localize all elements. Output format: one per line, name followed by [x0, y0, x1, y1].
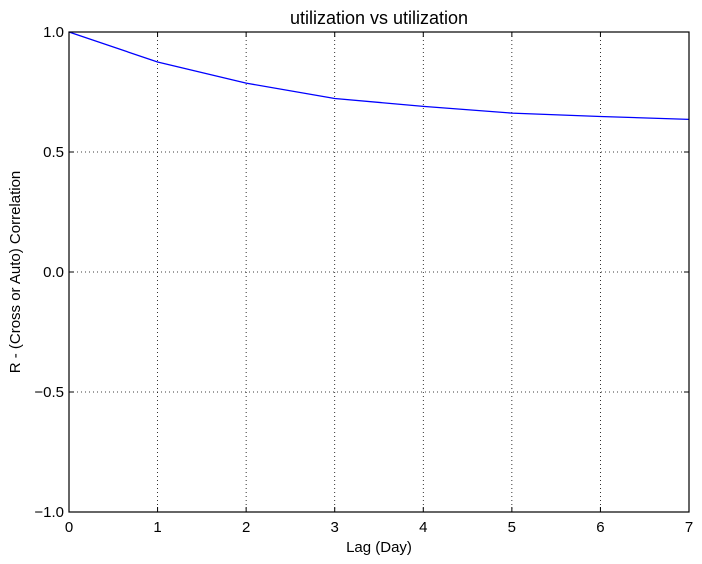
x-axis-label: Lag (Day): [346, 539, 412, 556]
chart-title: utilization vs utilization: [290, 8, 468, 28]
y-tick-label: 0.0: [43, 264, 64, 281]
x-tick-label: 2: [242, 519, 250, 536]
y-tick-label: −1.0: [34, 504, 64, 521]
y-tick-labels: −1.0 −0.5 0.0 0.5 1.0: [34, 24, 64, 521]
y-tick-label: −0.5: [34, 384, 64, 401]
y-axis-label: R - (Cross or Auto) Correlation: [7, 171, 24, 374]
x-tick-label: 1: [153, 519, 161, 536]
series-line: [68, 31, 690, 121]
x-tick-labels: 0 1 2 3 4 5 6 7: [65, 519, 693, 536]
series-layer: [68, 31, 690, 121]
x-tick-label: 0: [65, 519, 73, 536]
x-tick-label: 6: [596, 519, 604, 536]
ticks: [68, 31, 690, 513]
x-tick-label: 4: [419, 519, 427, 536]
y-tick-label: 1.0: [43, 24, 64, 41]
x-tick-label: 5: [508, 519, 516, 536]
x-tick-label: 3: [331, 519, 339, 536]
x-tick-label: 7: [685, 519, 693, 536]
grid: [69, 32, 689, 512]
y-tick-label: 0.5: [43, 144, 64, 161]
